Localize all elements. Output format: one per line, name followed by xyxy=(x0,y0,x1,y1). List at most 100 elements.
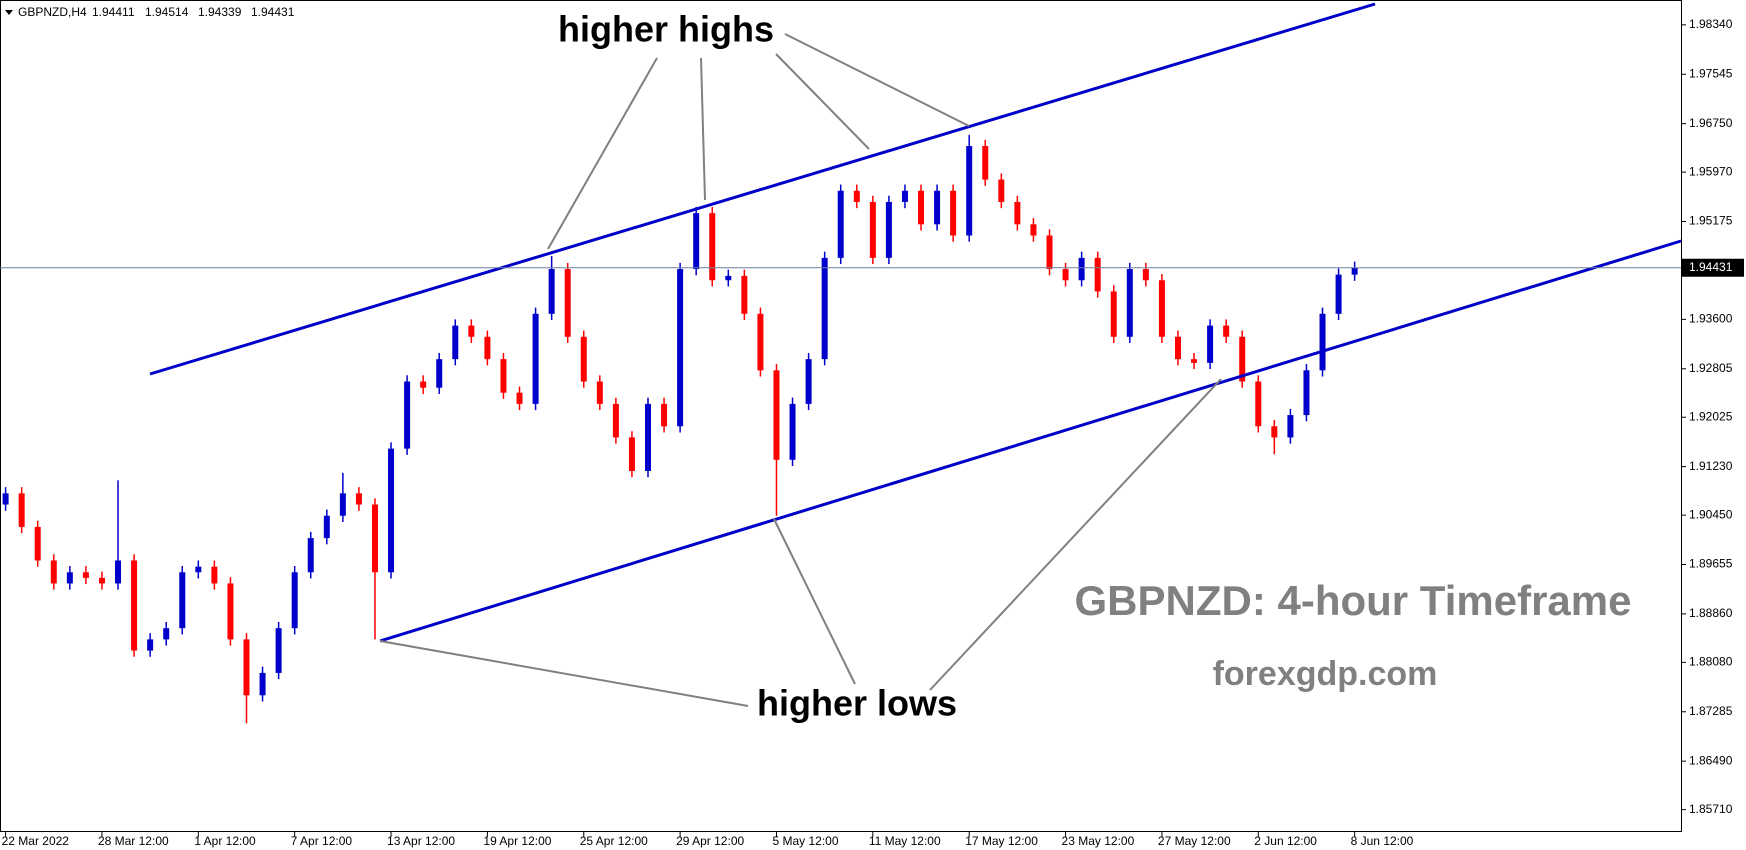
y-tick-label: 1.90450 xyxy=(1689,507,1733,521)
pointer-line xyxy=(379,640,749,707)
candle-body xyxy=(709,213,716,281)
pointer-line xyxy=(775,53,870,150)
candle-body xyxy=(741,275,748,314)
candle-body xyxy=(1303,370,1310,416)
candle-body xyxy=(98,577,105,584)
candle-body xyxy=(1319,313,1326,371)
candle-body xyxy=(1126,269,1133,337)
candle-body xyxy=(966,146,973,236)
candle-body xyxy=(66,572,73,584)
candle-body xyxy=(339,493,346,516)
candle-body xyxy=(516,392,523,404)
header-arrow xyxy=(5,10,13,15)
trend-lines xyxy=(149,2,1682,643)
candle-body xyxy=(757,313,764,371)
watermark-site: forexgdp.com xyxy=(1213,655,1438,693)
x-tick-label: 11 May 12:00 xyxy=(869,834,941,848)
x-tick-label: 25 Apr 12:00 xyxy=(580,834,648,848)
candle-body xyxy=(227,583,234,640)
header-close: 1.94431 xyxy=(251,5,295,19)
candle-body xyxy=(179,572,186,629)
x-tick-label: 5 May 12:00 xyxy=(772,834,838,848)
pointer-lines xyxy=(379,33,1222,707)
x-tick-label: 8 Jun 12:00 xyxy=(1351,834,1414,848)
candle-body xyxy=(869,201,876,258)
candle-body xyxy=(1335,274,1342,314)
candle-body xyxy=(243,639,250,696)
pointer-line xyxy=(929,378,1222,691)
header-high: 1.94514 xyxy=(145,5,189,19)
candle-body xyxy=(1255,381,1262,427)
candle-body xyxy=(934,190,941,225)
candle-body xyxy=(115,560,122,584)
candle-body xyxy=(2,493,9,505)
candle-body xyxy=(950,190,957,236)
plot-area xyxy=(2,134,1358,724)
candle-body xyxy=(837,190,844,258)
x-tick-label: 22 Mar 2022 xyxy=(2,834,70,848)
candle-body xyxy=(82,572,89,578)
pointer-line xyxy=(700,57,706,201)
y-tick-label: 1.93600 xyxy=(1689,312,1733,326)
candle-body xyxy=(693,213,700,270)
candle-body xyxy=(484,336,491,360)
y-tick-label: 1.95970 xyxy=(1689,164,1733,178)
y-tick-label: 1.91230 xyxy=(1689,459,1733,473)
candle-body xyxy=(725,275,732,281)
annotation: higher highs xyxy=(558,9,774,50)
candle-body xyxy=(163,628,170,640)
candle-body xyxy=(628,437,635,471)
candle-body xyxy=(50,560,57,584)
lower-trend-line xyxy=(379,239,1682,643)
plot-frame xyxy=(0,0,1682,832)
x-tick-label: 19 Apr 12:00 xyxy=(483,834,551,848)
x-tick-label: 2 Jun 12:00 xyxy=(1254,834,1317,848)
candle-body xyxy=(1046,235,1053,270)
candle-body xyxy=(1191,359,1198,363)
candle-body xyxy=(195,566,202,573)
candle-body xyxy=(18,493,25,527)
y-tick-label: 1.85710 xyxy=(1689,802,1733,816)
candle-body xyxy=(805,359,812,404)
current-price-label: 1.94431 xyxy=(1689,260,1733,274)
candle-body xyxy=(34,526,41,561)
candle-body xyxy=(1078,257,1085,281)
candle-body xyxy=(1158,280,1165,337)
header: GBPNZD,H4 1.94411 1.94514 1.94339 1.9443… xyxy=(5,5,295,19)
y-tick-label: 1.92805 xyxy=(1689,361,1733,375)
y-tick-label: 1.98340 xyxy=(1689,17,1733,31)
header-symbol: GBPNZD,H4 xyxy=(18,5,87,19)
candle-body xyxy=(580,336,587,382)
candle-body xyxy=(1014,201,1021,225)
candle-body xyxy=(259,672,266,696)
candle-body xyxy=(323,515,330,539)
candle-body xyxy=(1351,267,1358,275)
candle-body xyxy=(564,269,571,337)
candle-body xyxy=(355,493,362,505)
candle-body xyxy=(371,504,378,573)
candle-body xyxy=(661,403,668,427)
candle-body xyxy=(1239,336,1246,382)
candle-body xyxy=(789,403,796,460)
x-tick-label: 1 Apr 12:00 xyxy=(194,834,256,848)
header-low: 1.94339 xyxy=(198,5,242,19)
y-tick-label: 1.88080 xyxy=(1689,655,1733,669)
candle-body xyxy=(275,628,282,673)
candle-body xyxy=(1287,415,1294,438)
x-tick-label: 17 May 12:00 xyxy=(965,834,1038,848)
candle-body xyxy=(1062,269,1069,281)
x-tick-label: 23 May 12:00 xyxy=(1062,834,1135,848)
annotation: higher lows xyxy=(757,683,957,724)
candle-body xyxy=(1094,257,1101,292)
y-tick-label: 1.87285 xyxy=(1689,704,1733,718)
x-tick-label: 27 May 12:00 xyxy=(1158,834,1231,848)
y-tick-label: 1.86490 xyxy=(1689,753,1733,767)
candle-body xyxy=(420,381,427,388)
candle-body xyxy=(452,325,459,360)
candle-body xyxy=(1110,291,1117,337)
candle-body xyxy=(291,572,298,629)
candle-body xyxy=(1142,269,1149,281)
candle-body xyxy=(773,370,780,460)
